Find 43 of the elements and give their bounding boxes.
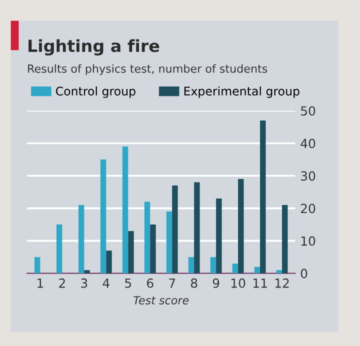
chart-title: Lighting a fire <box>28 39 160 56</box>
y-tick-label: 0 <box>300 268 308 278</box>
y-tick-label: 40 <box>300 138 316 148</box>
x-tick-label: 2 <box>59 278 65 288</box>
x-tick-label: 1 <box>38 278 44 288</box>
x-tick-label: 10 <box>231 278 246 288</box>
bar <box>232 264 238 274</box>
bar <box>128 231 134 274</box>
bar <box>216 198 222 274</box>
bar <box>56 224 62 274</box>
bar <box>172 186 178 274</box>
bar <box>122 146 128 274</box>
bar <box>78 205 84 274</box>
bar <box>34 257 40 274</box>
x-tick-label: 5 <box>125 278 132 288</box>
x-tick-label: 4 <box>102 278 110 288</box>
chart-subtitle: Results of physics test, number of students <box>28 64 268 75</box>
bar <box>188 257 194 274</box>
bar <box>194 182 200 274</box>
x-tick-label: 12 <box>275 278 289 288</box>
x-axis-title: Test score <box>134 296 189 304</box>
x-tick-label: 6 <box>147 278 154 288</box>
y-tick-label: 10 <box>301 236 316 246</box>
bar <box>144 202 150 274</box>
bar <box>282 205 288 274</box>
x-tick-label: 3 <box>81 278 88 288</box>
x-tick-label: 7 <box>169 278 175 288</box>
x-tick-label: 11 <box>253 278 267 288</box>
bar <box>84 270 90 274</box>
bar <box>100 160 106 274</box>
bar <box>238 179 244 274</box>
bar <box>150 224 156 274</box>
bar <box>210 257 216 274</box>
bar <box>106 250 112 274</box>
y-tick-label: 30 <box>301 171 316 181</box>
bar <box>260 120 266 274</box>
legend-label: Control group <box>56 86 136 98</box>
bar <box>166 212 172 274</box>
y-tick-label: 20 <box>300 204 316 214</box>
legend-label: Experimental group <box>184 86 300 98</box>
y-tick-label: 50 <box>301 106 316 116</box>
x-tick-label: 8 <box>190 278 198 288</box>
x-tick-label: 9 <box>212 278 220 288</box>
